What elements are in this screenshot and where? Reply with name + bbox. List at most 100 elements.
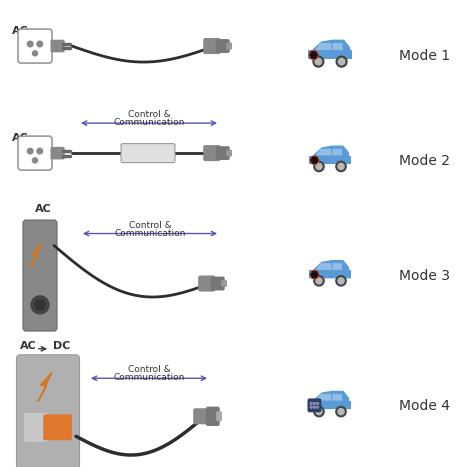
Circle shape — [336, 276, 346, 286]
Text: Mode 4: Mode 4 — [399, 399, 450, 413]
Polygon shape — [332, 263, 342, 270]
Text: Control &: Control & — [128, 110, 170, 119]
Polygon shape — [30, 243, 42, 269]
Circle shape — [314, 52, 316, 54]
FancyBboxPatch shape — [203, 145, 220, 161]
Circle shape — [310, 270, 319, 279]
Circle shape — [309, 50, 318, 59]
Circle shape — [338, 163, 344, 170]
Text: AC: AC — [20, 341, 37, 351]
Polygon shape — [309, 270, 351, 278]
Circle shape — [315, 58, 321, 65]
FancyBboxPatch shape — [17, 355, 80, 467]
Circle shape — [316, 159, 318, 161]
Circle shape — [312, 276, 314, 277]
Circle shape — [310, 403, 312, 404]
Text: Mode 3: Mode 3 — [399, 269, 450, 283]
Circle shape — [315, 272, 317, 273]
Circle shape — [317, 406, 319, 408]
FancyBboxPatch shape — [216, 146, 230, 160]
Text: Mode 1: Mode 1 — [399, 49, 450, 63]
Circle shape — [317, 403, 319, 404]
Circle shape — [35, 300, 45, 310]
FancyBboxPatch shape — [198, 276, 215, 291]
Circle shape — [316, 163, 322, 170]
Polygon shape — [316, 263, 331, 270]
Circle shape — [315, 54, 317, 56]
FancyBboxPatch shape — [226, 42, 232, 50]
FancyBboxPatch shape — [226, 150, 232, 156]
Polygon shape — [309, 156, 351, 164]
FancyBboxPatch shape — [51, 147, 64, 159]
Polygon shape — [315, 43, 332, 50]
Text: Communication: Communication — [113, 373, 185, 382]
Circle shape — [312, 157, 314, 159]
Circle shape — [338, 409, 344, 415]
Circle shape — [311, 57, 313, 58]
Circle shape — [316, 278, 322, 284]
Text: Communication: Communication — [113, 118, 185, 127]
Circle shape — [312, 161, 314, 163]
Polygon shape — [316, 149, 331, 156]
Text: Mode 2: Mode 2 — [399, 154, 450, 168]
Text: Control &: Control & — [128, 365, 170, 374]
Circle shape — [33, 158, 37, 163]
FancyBboxPatch shape — [308, 398, 321, 412]
Circle shape — [338, 278, 344, 284]
FancyBboxPatch shape — [206, 407, 220, 426]
Circle shape — [316, 409, 322, 415]
Text: Communication: Communication — [114, 228, 186, 238]
FancyBboxPatch shape — [18, 29, 52, 63]
Circle shape — [310, 406, 312, 408]
Circle shape — [33, 51, 37, 56]
Circle shape — [311, 274, 313, 276]
Circle shape — [31, 296, 49, 314]
Polygon shape — [310, 391, 350, 409]
FancyBboxPatch shape — [23, 220, 57, 331]
FancyBboxPatch shape — [221, 280, 227, 287]
Circle shape — [313, 406, 315, 408]
FancyBboxPatch shape — [216, 39, 230, 53]
Circle shape — [315, 161, 317, 163]
Circle shape — [336, 161, 346, 171]
Circle shape — [37, 41, 43, 47]
Circle shape — [313, 56, 324, 67]
Circle shape — [338, 58, 345, 65]
Circle shape — [314, 161, 324, 171]
Circle shape — [315, 157, 317, 159]
Circle shape — [313, 274, 315, 276]
Polygon shape — [332, 43, 343, 50]
Polygon shape — [310, 260, 350, 278]
Circle shape — [312, 272, 314, 273]
Circle shape — [314, 57, 316, 58]
Circle shape — [27, 149, 33, 154]
FancyBboxPatch shape — [43, 414, 72, 440]
Circle shape — [27, 41, 33, 47]
FancyBboxPatch shape — [211, 276, 225, 290]
FancyBboxPatch shape — [203, 38, 220, 54]
Circle shape — [314, 406, 324, 417]
Circle shape — [316, 274, 318, 276]
Text: AC: AC — [12, 133, 29, 143]
Circle shape — [313, 54, 315, 56]
Polygon shape — [332, 149, 342, 156]
Text: AC: AC — [12, 26, 29, 36]
Polygon shape — [38, 373, 52, 402]
Text: AC: AC — [35, 204, 52, 213]
FancyBboxPatch shape — [121, 144, 175, 163]
Polygon shape — [316, 394, 331, 401]
Polygon shape — [308, 50, 352, 59]
Polygon shape — [332, 394, 342, 401]
Circle shape — [313, 159, 315, 161]
Circle shape — [310, 156, 319, 164]
Circle shape — [315, 276, 317, 277]
FancyBboxPatch shape — [18, 136, 52, 170]
Polygon shape — [310, 146, 350, 164]
Polygon shape — [309, 40, 351, 59]
FancyBboxPatch shape — [193, 408, 210, 425]
FancyBboxPatch shape — [216, 411, 222, 421]
Circle shape — [311, 52, 313, 54]
FancyBboxPatch shape — [24, 412, 48, 442]
Circle shape — [310, 54, 312, 56]
FancyBboxPatch shape — [51, 40, 64, 52]
